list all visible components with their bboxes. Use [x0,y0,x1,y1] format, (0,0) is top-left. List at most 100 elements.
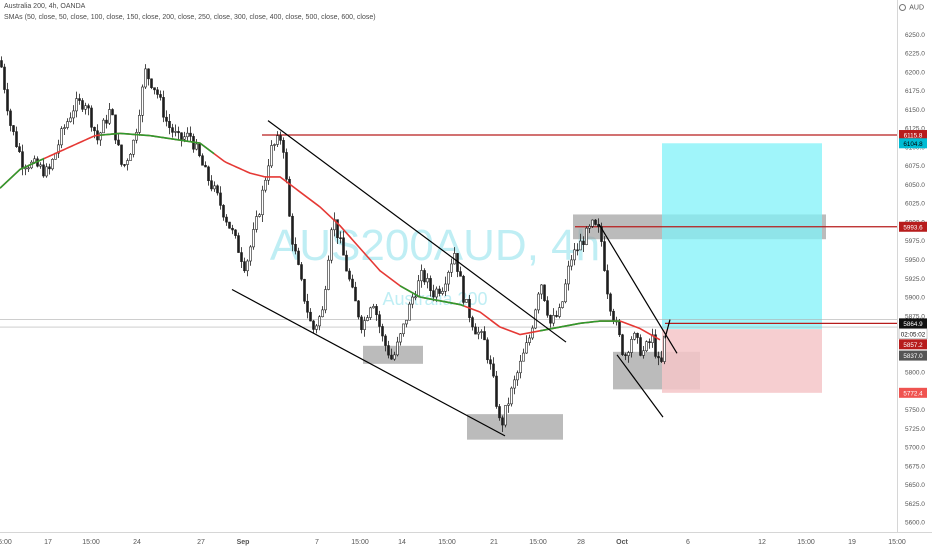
candle-body [198,143,201,157]
candle-body [132,139,135,155]
price-tick-label: 6250.0 [905,32,925,39]
trend-line[interactable] [267,120,567,343]
candle-body [276,135,279,145]
price-tick-label: 5925.0 [905,276,925,283]
candle-body [603,241,606,271]
price-tick-label: 5675.0 [905,463,925,470]
trade-position[interactable] [662,143,822,393]
candle-body [522,352,525,362]
candles [0,56,666,432]
candle-body [168,121,171,128]
candle-body [111,109,114,116]
trend-line[interactable] [664,319,671,339]
candle-body [402,323,405,335]
trend-lines[interactable] [231,120,678,437]
candle-body [510,387,513,405]
candle-body [627,352,630,356]
price-tick-label: 5800.0 [905,370,925,377]
candle-body [309,311,312,322]
price-tick-label: 5650.0 [905,482,925,489]
candle-body [579,240,582,251]
candle-body [18,146,21,152]
candle-body [183,136,186,140]
candle-body [45,166,48,177]
price-label: 6104.8 [903,141,923,148]
trend-line[interactable] [616,354,664,418]
candle-body [393,354,396,360]
trend-line[interactable] [231,288,506,437]
candle-body [231,227,234,231]
candle-body [3,66,6,90]
time-axis[interactable]: 15:00 17 15:00 24 27 Sep 7 15:00 14 15:00 21 15:00 2… [0,532,932,547]
candle-body [285,152,288,180]
candle-body [0,60,3,68]
price-tick-label: 5600.0 [905,520,925,527]
indicator-legend: SMAs (50, close, 50, close, 100, close, … [4,14,376,21]
candle-body [93,126,96,132]
watermark-symbol: AUS200AUD, 4h [270,221,600,270]
candle-body [252,229,255,248]
candle-body [489,359,492,365]
candle-body [33,158,36,163]
price-label-bg [899,130,927,141]
candle-body [429,278,432,291]
candle-body [543,284,546,301]
candle-body [528,337,531,343]
candle-body [306,300,309,313]
candle-body [384,335,387,346]
candle-body [279,135,282,141]
candle-body [294,244,297,252]
candle-body [42,164,45,177]
candle-body [582,240,585,245]
candle-body [108,109,111,124]
time-tick-label: 17 [44,539,52,546]
candle-body [234,229,237,236]
candle-body [519,360,522,374]
chart-title: Australia 200, 4h, OANDA [4,3,86,10]
candle-body [594,219,597,225]
candle-body [27,167,30,170]
price-label-bg [898,328,928,340]
price-tick-label: 6225.0 [905,51,925,58]
zone-rect [363,345,423,364]
candle-body [438,288,441,294]
candle-body [63,127,66,129]
price-label-bg [899,221,927,232]
candle-body [576,249,579,252]
candle-body [12,125,15,132]
stop-zone[interactable] [662,329,822,393]
candle-body [72,110,75,119]
price-tick-label: 5950.0 [905,257,925,264]
price-tick-label: 6075.0 [905,163,925,170]
sma-line-green [399,285,465,307]
candle-body [375,306,378,316]
currency-label: AUD [909,4,924,12]
price-label: 6115.8 [904,133,923,140]
candle-body [351,278,354,288]
candle-body [15,131,18,148]
candle-body [105,119,108,124]
candle-body [177,131,180,134]
candle-body [171,127,174,133]
candle-body [636,332,639,338]
time-tick-label: Oct [616,539,628,546]
candle-body [618,321,621,336]
candle-body [621,334,624,355]
trend-line[interactable] [598,223,678,354]
candle-body [624,354,627,356]
candle-body [537,293,540,311]
time-tick-label: 15:00 [529,539,547,546]
candle-body [465,298,468,303]
candle-body [381,326,384,337]
candle-body [564,283,567,303]
target-zone[interactable] [662,143,822,330]
candle-body [24,167,27,170]
candle-body [228,221,231,229]
time-tick-label: 15:00 [438,539,456,546]
candle-body [117,139,120,146]
currency-selector[interactable]: AUD [899,4,924,11]
candle-body [144,68,147,88]
candle-body [216,185,219,194]
price-tick-label: 5875.0 [905,313,925,320]
